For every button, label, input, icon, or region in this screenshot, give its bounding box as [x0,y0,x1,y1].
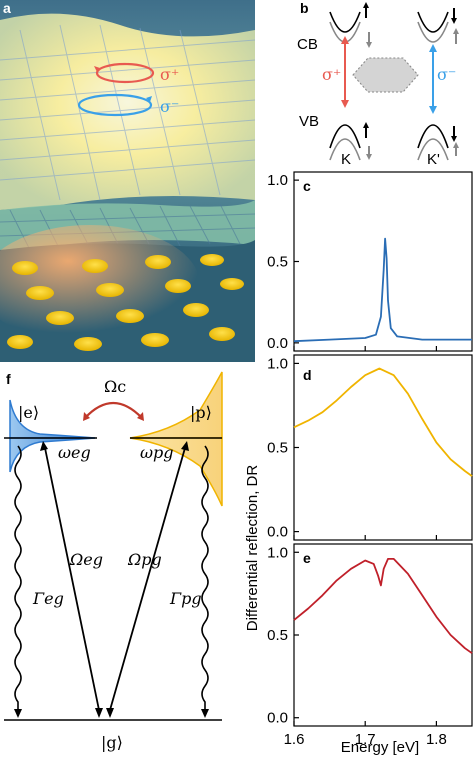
ytick-label-e: 0.5 [267,627,288,644]
omega-c-label: Ωc [104,377,126,396]
Omega-eg-label: Ωeg [69,550,103,569]
ytick-label-d: 0.0 [267,524,288,541]
plot-frame-c [293,171,473,352]
excitation-arrow-pg [109,447,186,711]
panel-letter-d: d [303,367,312,383]
gold-disks [7,254,244,351]
omega-eg-freq-label: ωeg [58,443,91,462]
lattice-lines [0,24,256,201]
kp-vb-upper [417,124,449,149]
kprime-label: K' [427,151,440,168]
p-state-lineshape [129,371,223,439]
panel-letter-b: b [300,0,309,16]
b-sigma-minus-label: σ⁻ [437,65,456,84]
sigma-minus-ring [77,93,153,117]
xtick-label-e: 1.7 [355,731,376,748]
kp-cb-upper [417,11,449,33]
panel-a-illustration: σ⁺ σ⁻ a [0,0,256,362]
xtick-label-e: 1.8 [426,731,447,748]
x-axis-label: Energy [eV] [341,739,419,756]
xtick-label-e: 1.6 [284,731,305,748]
spin-arrows [363,2,459,160]
glow-membrane [0,13,255,211]
panel-letter-a: a [3,0,11,16]
panel-letter-f: f [6,371,11,387]
panel-letter-e: e [303,550,311,566]
sigma-minus-label: σ⁻ [160,97,179,116]
ytick-label-c: 0.5 [267,254,288,271]
ytick-label-c: 1.0 [267,172,288,189]
kp-cb-lower [417,21,449,43]
coupling-arrow [84,402,143,419]
omega-pg-freq-label: ωpg [140,443,174,462]
ytick-label-c: 0.0 [267,335,288,352]
ytick-label-e: 0.0 [267,710,288,727]
series-line-e [293,558,473,654]
y-axis-label: Differential reflection, DR [244,465,261,632]
sigma-plus-label: σ⁺ [160,65,179,84]
panel-f-level-diagram: f |e⟩ |p⟩ |g⟩ Ωc ωeg ωpg Ωeg Ωpg Γeg [4,371,223,752]
panel-b-band-diagram: b CB VB σ⁺ K σ⁻ K' [297,0,459,168]
series-line-c [293,237,472,343]
Omega-pg-label: Ωpg [127,550,162,569]
k-cb-upper [329,11,361,33]
vb-label: VB [299,113,319,130]
k-vb-upper [329,124,361,149]
brillouin-zone [352,57,419,93]
state-p-label: |p⟩ [190,403,212,422]
kp-vb-lower [417,138,449,161]
decay-arrow-pg [201,445,209,710]
cb-label: CB [297,36,318,53]
Gamma-eg-label: Γeg [32,589,64,608]
e-state-lineshape [9,399,96,439]
k-label: K [341,151,351,168]
panel-letter-c: c [303,178,311,194]
Gamma-pg-label: Γpg [169,589,202,608]
plot-frame-d [293,354,473,541]
state-g-label: |g⟩ [101,733,123,752]
sigma-plus-ring [94,62,155,84]
b-sigma-plus-label: σ⁺ [322,65,341,84]
e-state-lineshape-lower [9,437,96,473]
p-state-lineshape-lower [129,437,223,507]
state-e-label: |e⟩ [18,403,39,422]
excitation-arrow-eg [44,447,100,711]
decay-arrow-eg [14,445,22,710]
series-line-d [293,367,473,477]
ytick-label-d: 0.5 [267,440,288,457]
k-vb-lower [329,138,361,161]
spectra-plots: 0.0 0.5 1.0 0.0 0.5 1.0 0.0 0.5 1.0 1.6 1.7 1.8 [267,171,473,748]
ytick-label-e: 1.0 [267,544,288,561]
ytick-label-d: 1.0 [267,355,288,372]
